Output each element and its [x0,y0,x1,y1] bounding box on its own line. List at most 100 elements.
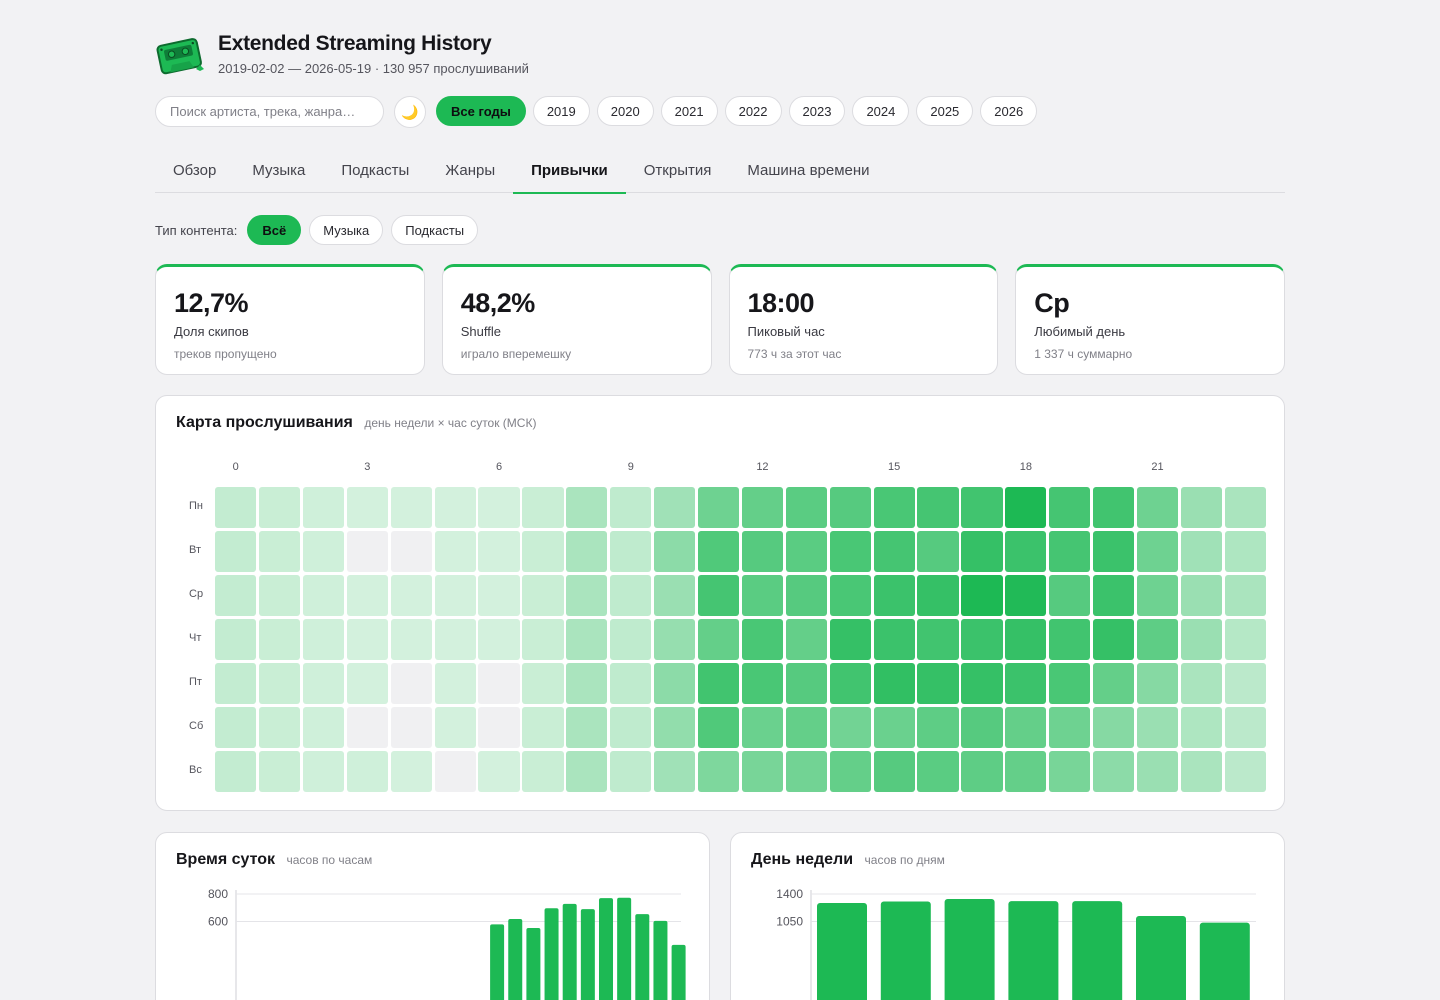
heatmap-cell[interactable] [1136,707,1179,748]
heatmap-cell[interactable] [215,531,257,572]
heatmap-cell[interactable] [346,663,388,704]
content-type-pill-0[interactable]: Всё [247,215,302,245]
year-pill-2019[interactable]: 2019 [532,96,590,126]
heatmap-cell[interactable] [478,751,520,792]
heatmap-cell[interactable] [1049,619,1091,660]
heatmap-cell[interactable] [215,663,257,704]
heatmap-cell[interactable] [829,707,871,748]
heatmap-cell[interactable] [1136,751,1179,792]
heatmap-cell[interactable] [346,751,388,792]
heatmap-cell[interactable] [961,619,1003,660]
heatmap-cell[interactable] [917,531,959,572]
heatmap-cell[interactable] [697,663,740,704]
heatmap-cell[interactable] [610,531,652,572]
heatmap-cell[interactable] [566,487,608,528]
heatmap-cell[interactable] [741,487,784,528]
heatmap-cell[interactable] [522,751,564,792]
heatmap-cell[interactable] [1093,531,1135,572]
tab-0[interactable]: Обзор [173,162,217,179]
heatmap-cell[interactable] [522,619,564,660]
heatmap-cell[interactable] [1049,663,1091,704]
heatmap-cell[interactable] [390,531,432,572]
heatmap-cell[interactable] [961,487,1003,528]
heatmap-cell[interactable] [478,707,520,748]
heatmap-cell[interactable] [1005,487,1047,528]
heatmap-cell[interactable] [873,619,915,660]
heatmap-cell[interactable] [215,575,257,616]
heatmap-cell[interactable] [785,575,827,616]
heatmap-cell[interactable] [478,487,520,528]
heatmap-cell[interactable] [961,663,1003,704]
heatmap-cell[interactable] [610,619,652,660]
heatmap-cell[interactable] [917,619,959,660]
heatmap-cell[interactable] [829,531,871,572]
heatmap-cell[interactable] [1224,487,1266,528]
tab-5[interactable]: Открытия [643,162,712,179]
heatmap-cell[interactable] [785,531,827,572]
heatmap-cell[interactable] [215,707,257,748]
year-pill-2025[interactable]: 2025 [916,96,974,126]
heatmap-cell[interactable] [302,751,345,792]
heatmap-cell[interactable] [697,707,740,748]
heatmap-cell[interactable] [258,531,301,572]
heatmap-cell[interactable] [302,487,345,528]
heatmap-cell[interactable] [785,751,827,792]
heatmap-cell[interactable] [1049,487,1091,528]
heatmap-cell[interactable] [917,751,959,792]
heatmap-cell[interactable] [258,663,301,704]
heatmap-cell[interactable] [1136,531,1179,572]
heatmap-cell[interactable] [390,575,432,616]
heatmap-cell[interactable] [654,531,696,572]
search-input[interactable] [155,96,384,127]
heatmap-cell[interactable] [1005,751,1047,792]
heatmap-cell[interactable] [1005,531,1047,572]
year-pill-2020[interactable]: 2020 [596,96,654,126]
heatmap-cell[interactable] [1005,575,1047,616]
heatmap-cell[interactable] [566,575,608,616]
heatmap-cell[interactable] [1093,751,1135,792]
heatmap-cell[interactable] [829,751,871,792]
tab-6[interactable]: Машина времени [747,162,870,179]
heatmap-cell[interactable] [961,531,1003,572]
year-pill-2022[interactable]: 2022 [724,96,782,126]
heatmap-cell[interactable] [258,619,301,660]
year-pill-2021[interactable]: 2021 [660,96,718,126]
heatmap-cell[interactable] [258,487,301,528]
content-type-pill-2[interactable]: Подкасты [391,215,479,245]
heatmap-cell[interactable] [654,663,696,704]
heatmap-cell[interactable] [917,575,959,616]
heatmap-cell[interactable] [346,487,388,528]
heatmap-cell[interactable] [1180,487,1223,528]
heatmap-cell[interactable] [1093,575,1135,616]
heatmap-cell[interactable] [697,575,740,616]
heatmap-cell[interactable] [654,575,696,616]
heatmap-cell[interactable] [522,663,564,704]
heatmap-cell[interactable] [1224,707,1266,748]
heatmap-cell[interactable] [522,487,564,528]
theme-toggle-button[interactable]: 🌙 [394,96,426,128]
heatmap-cell[interactable] [1136,619,1179,660]
heatmap-cell[interactable] [478,531,520,572]
heatmap-cell[interactable] [1180,663,1223,704]
heatmap-cell[interactable] [697,487,740,528]
heatmap-cell[interactable] [390,619,432,660]
heatmap-cell[interactable] [390,751,432,792]
heatmap-cell[interactable] [873,575,915,616]
heatmap-cell[interactable] [346,619,388,660]
heatmap-cell[interactable] [390,663,432,704]
heatmap-cell[interactable] [654,707,696,748]
heatmap-cell[interactable] [1180,619,1223,660]
heatmap-cell[interactable] [522,575,564,616]
heatmap-cell[interactable] [1093,487,1135,528]
heatmap-cell[interactable] [434,575,476,616]
heatmap-cell[interactable] [434,663,476,704]
heatmap-cell[interactable] [1180,575,1223,616]
heatmap-cell[interactable] [829,575,871,616]
heatmap-cell[interactable] [1049,575,1091,616]
heatmap-cell[interactable] [346,707,388,748]
heatmap-cell[interactable] [434,751,476,792]
heatmap-cell[interactable] [522,707,564,748]
heatmap-cell[interactable] [302,663,345,704]
heatmap-cell[interactable] [1180,751,1223,792]
heatmap-cell[interactable] [258,575,301,616]
